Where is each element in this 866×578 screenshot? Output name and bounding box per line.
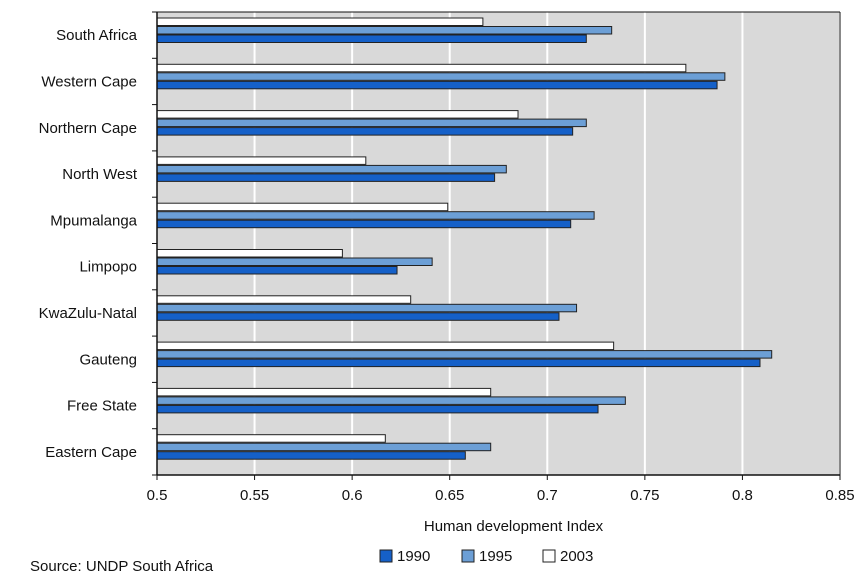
legend-swatch-2003 bbox=[542, 549, 556, 563]
bar-1995 bbox=[156, 396, 626, 405]
source-note: Source: UNDP South Africa bbox=[30, 558, 214, 575]
category-label: Northern Cape bbox=[39, 120, 137, 137]
bar-1990 bbox=[156, 80, 718, 90]
bar-1990 bbox=[156, 358, 761, 368]
bar-2003 bbox=[156, 156, 367, 165]
bar-2003 bbox=[156, 110, 519, 119]
legend-swatch-1990 bbox=[379, 549, 393, 563]
bar-1990 bbox=[156, 404, 599, 414]
bar-2003 bbox=[156, 17, 484, 26]
bar-1995 bbox=[156, 303, 578, 313]
category-label: Gauteng bbox=[79, 351, 137, 368]
bar-1995 bbox=[156, 26, 613, 35]
bar-1990 bbox=[156, 266, 398, 275]
x-tick-label: 0.85 bbox=[825, 487, 854, 504]
category-label: Free State bbox=[67, 398, 137, 415]
bar-2003 bbox=[156, 202, 449, 212]
x-tick-label: 0.65 bbox=[435, 487, 464, 504]
category-label: KwaZulu-Natal bbox=[39, 305, 137, 322]
x-tick-label: 0.55 bbox=[240, 487, 269, 504]
bar-1990 bbox=[156, 127, 574, 136]
x-tick-label: 0.6 bbox=[342, 487, 363, 504]
bar-1995 bbox=[156, 164, 507, 174]
bar-2003 bbox=[156, 434, 386, 443]
category-label: Limpopo bbox=[79, 259, 137, 276]
x-tick-label: 0.5 bbox=[147, 487, 168, 504]
category-label: South Africa bbox=[56, 27, 138, 44]
bar-1990 bbox=[156, 312, 560, 321]
bar-1995 bbox=[156, 118, 587, 128]
bar-1990 bbox=[156, 173, 496, 182]
bar-1995 bbox=[156, 257, 433, 266]
category-label: Mpumalanga bbox=[50, 212, 137, 229]
category-label: Eastern Cape bbox=[45, 444, 137, 461]
bar-1995 bbox=[156, 442, 492, 452]
bar-1995 bbox=[156, 72, 726, 81]
bar-2003 bbox=[156, 295, 412, 304]
category-label: Western Cape bbox=[41, 73, 137, 90]
bar-1990 bbox=[156, 219, 572, 229]
x-tick-label: 0.75 bbox=[630, 487, 659, 504]
bar-2003 bbox=[156, 63, 687, 73]
bar-1995 bbox=[156, 211, 595, 220]
category-label: North West bbox=[62, 166, 138, 183]
bar-1990 bbox=[156, 451, 466, 460]
bar-2003 bbox=[156, 387, 492, 397]
x-axis-title: Human development Index bbox=[424, 518, 604, 535]
x-tick-label: 0.8 bbox=[732, 487, 753, 504]
legend-label-1995: 1995 bbox=[479, 548, 512, 565]
legend-label-2003: 2003 bbox=[560, 548, 593, 565]
x-tick-label: 0.7 bbox=[537, 487, 558, 504]
bar-2003 bbox=[156, 341, 615, 351]
bar-1995 bbox=[156, 350, 773, 359]
bar-1990 bbox=[156, 34, 587, 43]
bar-2003 bbox=[156, 249, 343, 258]
legend-swatch-1995 bbox=[461, 549, 475, 563]
legend-label-1990: 1990 bbox=[397, 548, 430, 565]
